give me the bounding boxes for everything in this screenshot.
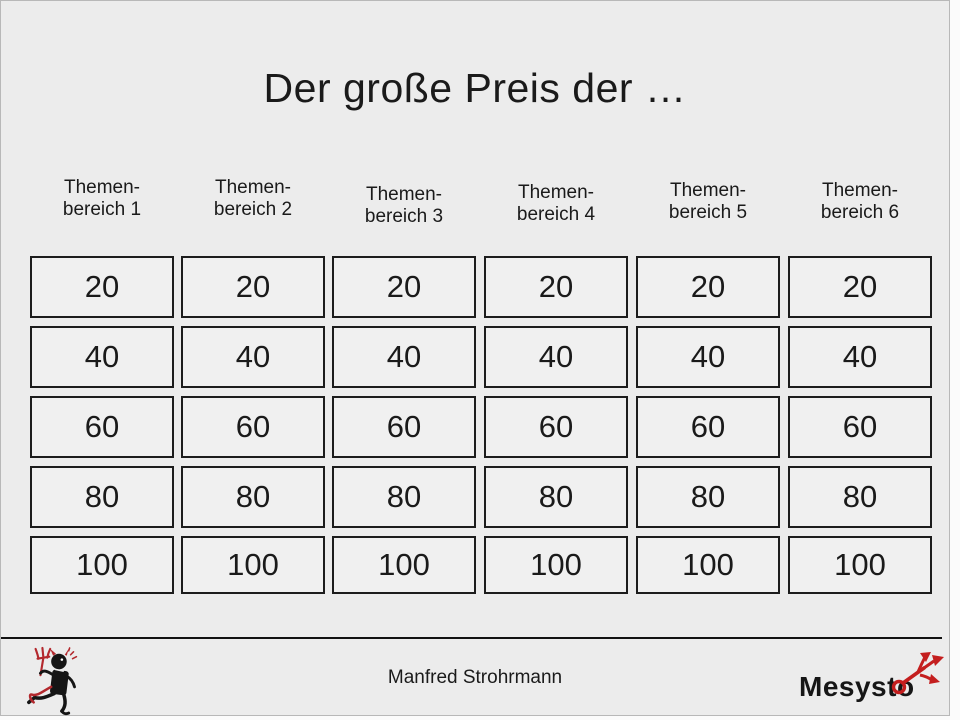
board-cell[interactable]: 60 bbox=[181, 396, 325, 458]
board-cell[interactable]: 20 bbox=[484, 256, 628, 318]
board-cell[interactable]: 100 bbox=[788, 536, 932, 594]
board-cell[interactable]: 80 bbox=[636, 466, 780, 528]
board-cell[interactable]: 60 bbox=[636, 396, 780, 458]
author-name: Manfred Strohrmann bbox=[387, 667, 563, 688]
column-header-3: Themen- bereich 3 bbox=[364, 184, 444, 227]
board-cell[interactable]: 20 bbox=[30, 256, 174, 318]
page-title: Der große Preis der … bbox=[263, 65, 687, 111]
board-cell[interactable]: 100 bbox=[30, 536, 174, 594]
board-cell[interactable]: 60 bbox=[30, 396, 174, 458]
devil-runner-icon bbox=[27, 646, 78, 716]
board-cell[interactable]: 60 bbox=[484, 396, 628, 458]
column-header-1: Themen- bereich 1 bbox=[62, 177, 142, 220]
board-cell[interactable]: 20 bbox=[181, 256, 325, 318]
red-trident-icon bbox=[891, 652, 944, 695]
board-cell[interactable]: 100 bbox=[332, 536, 476, 594]
board-cell[interactable]: 40 bbox=[332, 326, 476, 388]
board-cell[interactable]: 80 bbox=[181, 466, 325, 528]
column-header-2: Themen- bereich 2 bbox=[213, 177, 293, 220]
board-cell[interactable]: 20 bbox=[332, 256, 476, 318]
board-cell[interactable]: 40 bbox=[484, 326, 628, 388]
board-cell[interactable]: 60 bbox=[788, 396, 932, 458]
board-cell[interactable]: 60 bbox=[332, 396, 476, 458]
board-cell[interactable]: 40 bbox=[181, 326, 325, 388]
board-cell[interactable]: 100 bbox=[636, 536, 780, 594]
board-cell[interactable]: 100 bbox=[181, 536, 325, 594]
board-cell[interactable]: 100 bbox=[484, 536, 628, 594]
board-cell[interactable]: 80 bbox=[788, 466, 932, 528]
board-cell[interactable]: 20 bbox=[788, 256, 932, 318]
column-header-5: Themen- bereich 5 bbox=[668, 180, 748, 223]
board-cell[interactable]: 80 bbox=[332, 466, 476, 528]
board-cell[interactable]: 40 bbox=[636, 326, 780, 388]
board-cell[interactable]: 80 bbox=[30, 466, 174, 528]
board-cell[interactable]: 80 bbox=[484, 466, 628, 528]
board-cell[interactable]: 40 bbox=[788, 326, 932, 388]
column-header-4: Themen- bereich 4 bbox=[516, 182, 596, 225]
board-cell[interactable]: 40 bbox=[30, 326, 174, 388]
footer-divider bbox=[1, 637, 942, 639]
column-header-6: Themen- bereich 6 bbox=[820, 180, 900, 223]
brand-logo: Mesysto bbox=[799, 649, 949, 711]
board-cell[interactable]: 20 bbox=[636, 256, 780, 318]
